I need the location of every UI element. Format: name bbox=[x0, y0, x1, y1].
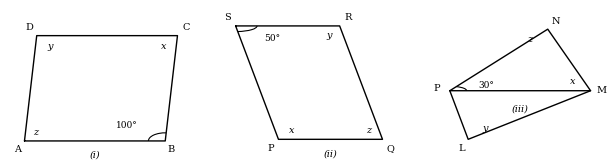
Text: y: y bbox=[326, 31, 331, 40]
Text: D: D bbox=[26, 23, 33, 32]
Text: y: y bbox=[483, 124, 488, 133]
Text: P: P bbox=[433, 84, 439, 93]
Text: C: C bbox=[183, 23, 190, 32]
Text: x: x bbox=[570, 77, 575, 86]
Text: (i): (i) bbox=[89, 151, 100, 160]
Text: Q: Q bbox=[387, 144, 394, 153]
Text: A: A bbox=[13, 145, 21, 154]
Text: z: z bbox=[527, 35, 532, 44]
Text: B: B bbox=[168, 145, 175, 154]
Text: (ii): (ii) bbox=[324, 149, 337, 158]
Text: z: z bbox=[367, 126, 371, 135]
Text: (iii): (iii) bbox=[512, 105, 529, 114]
Text: N: N bbox=[552, 17, 561, 26]
Text: R: R bbox=[345, 13, 352, 22]
Text: L: L bbox=[459, 144, 465, 153]
Text: x: x bbox=[289, 126, 294, 135]
Text: x: x bbox=[162, 42, 166, 51]
Text: y: y bbox=[48, 42, 53, 51]
Text: 30°: 30° bbox=[479, 81, 494, 90]
Text: 100°: 100° bbox=[116, 121, 138, 130]
Text: z: z bbox=[33, 128, 38, 137]
Text: P: P bbox=[267, 144, 274, 153]
Text: S: S bbox=[224, 13, 231, 22]
Text: 50°: 50° bbox=[264, 34, 280, 43]
Text: M: M bbox=[597, 86, 606, 95]
